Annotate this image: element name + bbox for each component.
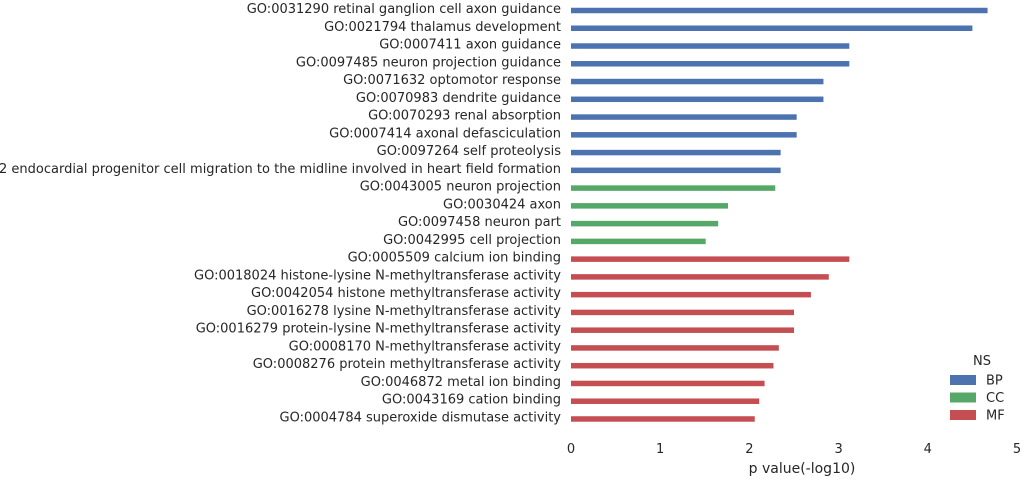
category-label: GO:0042054 histone methyltransferase act… (251, 286, 561, 301)
category-label: GO:0031290 retinal ganglion cell axon gu… (247, 2, 561, 17)
category-label: GO:0008276 protein methyltransferase act… (253, 357, 562, 372)
category-label: GO:0043005 neuron projection (360, 180, 561, 195)
bar-mf (571, 274, 829, 280)
bar-bp (571, 114, 797, 120)
bar-bp (571, 78, 824, 85)
bar-bp (571, 96, 824, 103)
bar-mf (571, 345, 779, 351)
category-label: GO:0005509 calcium ion binding (348, 251, 561, 266)
x-tick-label: 2 (745, 442, 753, 457)
category-label: GO:0097485 neuron projection guidance (296, 55, 561, 70)
category-label: GO:0008170 N-methyltransferase activity (289, 339, 562, 354)
category-label: GO:0097264 self proteolysis (377, 144, 562, 159)
bar-mf (571, 416, 755, 422)
category-label: GO:0018024 histone-lysine N-methyltransf… (194, 268, 561, 283)
bar-bp (571, 25, 973, 32)
category-label: GO:0046872 metal ion binding (361, 375, 561, 390)
x-tick-label: 1 (656, 442, 664, 457)
category-label: GO:0071632 optomotor response (343, 73, 561, 88)
category-label: GO:0016279 protein-lysine N-methyltransf… (196, 322, 562, 337)
category-label: GO:0070983 dendrite guidance (356, 91, 561, 106)
bar-bp (571, 7, 988, 14)
bar-mf (571, 309, 794, 316)
category-label: GO:0043169 cation binding (382, 393, 561, 408)
bar-bp (571, 61, 850, 67)
bar-bp (571, 43, 850, 49)
legend-swatch-mf (950, 410, 976, 420)
legend-label-cc: CC (986, 391, 1004, 406)
legend-title: NS (973, 354, 991, 369)
bar-cc (571, 203, 728, 209)
category-label: GO:0007411 axon guidance (379, 38, 561, 53)
category-label: GO:0007414 axonal defasciculation (329, 126, 561, 141)
bar-mf (571, 380, 765, 387)
x-axis-title: p value(-log10) (749, 461, 856, 477)
bar-bp (571, 149, 781, 156)
legend-label-bp: BP (986, 374, 1003, 389)
legend-swatch-cc (950, 392, 976, 403)
bar-mf (571, 398, 760, 404)
x-tick-label: 0 (567, 442, 575, 457)
category-label: GO:0004784 superoxide dismutase activity (280, 410, 562, 425)
bars-layer (571, 7, 988, 422)
bar-cc (571, 238, 706, 245)
category-label: GO:0042995 cell projection (383, 233, 561, 248)
x-tick-label: 5 (1013, 442, 1021, 457)
bar-mf (571, 327, 794, 333)
x-tick-label: 3 (834, 442, 842, 457)
bar-mf (571, 362, 774, 369)
category-label: GO:0021794 thalamus development (324, 20, 561, 35)
bar-cc (571, 185, 776, 191)
legend: NS BP CC MF (950, 354, 1005, 424)
category-label: GO:0097458 neuron part (398, 215, 561, 230)
category-labels: GO:0031290 retinal ganglion cell axon gu… (0, 2, 561, 425)
x-tick-label: 4 (924, 442, 932, 457)
category-label: GO:0016278 lysine N-methyltransferase ac… (247, 304, 562, 319)
bar-bp (571, 167, 781, 174)
bar-mf (571, 291, 811, 298)
x-axis: 0 1 2 3 4 5 (567, 442, 1021, 457)
category-label: GO:0070293 renal absorption (368, 109, 561, 124)
legend-swatch-bp (950, 375, 976, 385)
category-label: GO:0003262 endocardial progenitor cell m… (0, 162, 561, 177)
bar-bp (571, 132, 797, 138)
bar-cc (571, 220, 719, 227)
bar-mf (571, 256, 850, 262)
category-label: GO:0030424 axon (443, 197, 561, 212)
legend-label-mf: MF (986, 409, 1005, 424)
